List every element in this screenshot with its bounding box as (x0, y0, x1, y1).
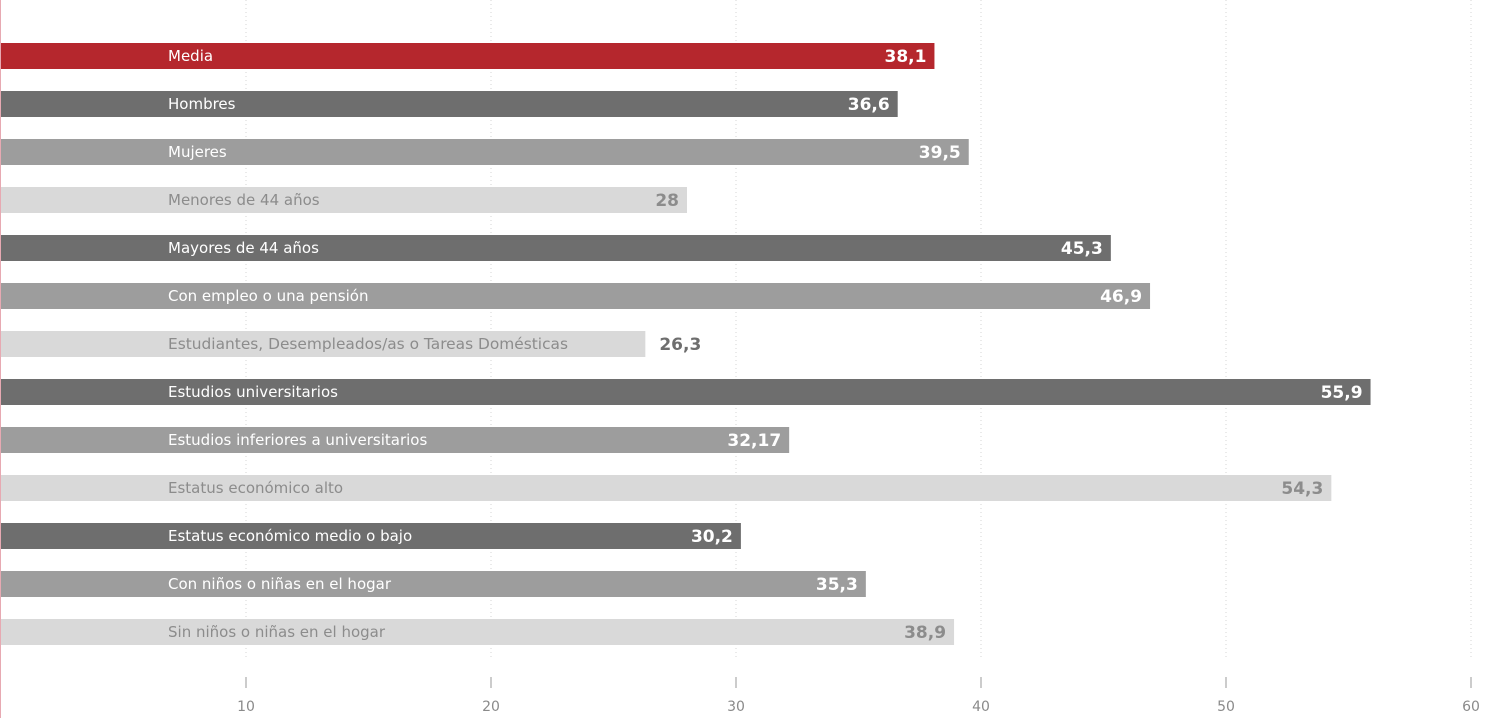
bar-category-label: Estudiantes, Desempleados/as o Tareas Do… (168, 335, 568, 353)
bar-row: Estatus económico medio o bajo 30,2 (1, 523, 741, 549)
bar-category-label: Estatus económico medio o bajo (168, 527, 412, 545)
bar (1, 91, 898, 117)
left-edge-line (0, 0, 1, 718)
x-tick-label: 50 (1217, 699, 1235, 715)
bar (1, 523, 741, 549)
bar-row: Menores de 44 años 28 (1, 187, 687, 213)
bar-category-label: Estudios universitarios (168, 383, 338, 401)
bar-category-label: Menores de 44 años (168, 191, 320, 209)
bar (1, 571, 866, 597)
bar (1, 187, 687, 213)
bar-category-label: Estudios inferiores a universitarios (168, 431, 427, 449)
bar-value-label: 38,9 (904, 623, 946, 643)
bar-category-label: Sin niños o niñas en el hogar (168, 623, 386, 641)
bar-value-label: 39,5 (919, 143, 961, 163)
bar-row: Mujeres 39,5 (1, 139, 969, 165)
bar (1, 475, 1332, 501)
bar (1, 283, 1151, 309)
bar-value-label: 35,3 (816, 575, 858, 595)
bar-row: Estudios universitarios 55,9 (1, 379, 1371, 405)
bar-row: Hombres 36,6 (1, 91, 898, 117)
bar-category-label: Mayores de 44 años (168, 239, 319, 257)
bar-row: Estudiantes, Desempleados/as o Tareas Do… (1, 331, 701, 357)
bar-category-label: Con niños o niñas en el hogar (168, 575, 392, 593)
bar-category-label: Mujeres (168, 143, 227, 161)
bar (1, 427, 790, 453)
bar-row: Estatus económico alto 54,3 (1, 475, 1332, 501)
bar (1, 139, 969, 165)
x-tick-label: 60 (1462, 699, 1480, 715)
bar-value-label: 46,9 (1100, 287, 1142, 307)
x-tick-label: 20 (482, 699, 500, 715)
bar-value-label: 54,3 (1281, 479, 1323, 499)
bar (1, 43, 935, 69)
bar-category-label: Estatus económico alto (168, 479, 343, 497)
bar-value-label: 38,1 (884, 47, 926, 67)
bar-row: Sin niños o niñas en el hogar 38,9 (1, 619, 955, 645)
bar (1, 235, 1111, 261)
x-tick-label: 10 (237, 699, 255, 715)
bar-row: Estudios inferiores a universitarios 32,1… (1, 427, 790, 453)
bar-value-label: 55,9 (1321, 383, 1363, 403)
bar (1, 379, 1371, 405)
bar-row: Con niños o niñas en el hogar 35,3 (1, 571, 866, 597)
bar-value-label: 26,3 (659, 335, 701, 355)
bar-value-label: 32,17 (727, 431, 781, 451)
bar-value-label: 45,3 (1061, 239, 1103, 259)
x-tick-label: 30 (727, 699, 745, 715)
bar-category-label: Hombres (168, 95, 236, 113)
bar-value-label: 30,2 (691, 527, 733, 547)
bar (1, 331, 646, 357)
bar-row: Mayores de 44 años 45,3 (1, 235, 1111, 261)
bar-category-label: Media (168, 47, 213, 65)
x-tick-label: 40 (972, 699, 990, 715)
bar-row: Con empleo o una pensión 46,9 (1, 283, 1151, 309)
bar (1, 619, 955, 645)
bar-row: Media 38,1 (1, 43, 935, 69)
bar-value-label: 28 (655, 191, 679, 211)
bar-category-label: Con empleo o una pensión (168, 287, 368, 305)
bar-value-label: 36,6 (848, 95, 890, 115)
x-axis: 10 20 30 40 50 60 (237, 677, 1480, 715)
bars: Media 38,1 Hombres 36,6 Mujeres 39,5 Menores d… (1, 43, 1371, 645)
